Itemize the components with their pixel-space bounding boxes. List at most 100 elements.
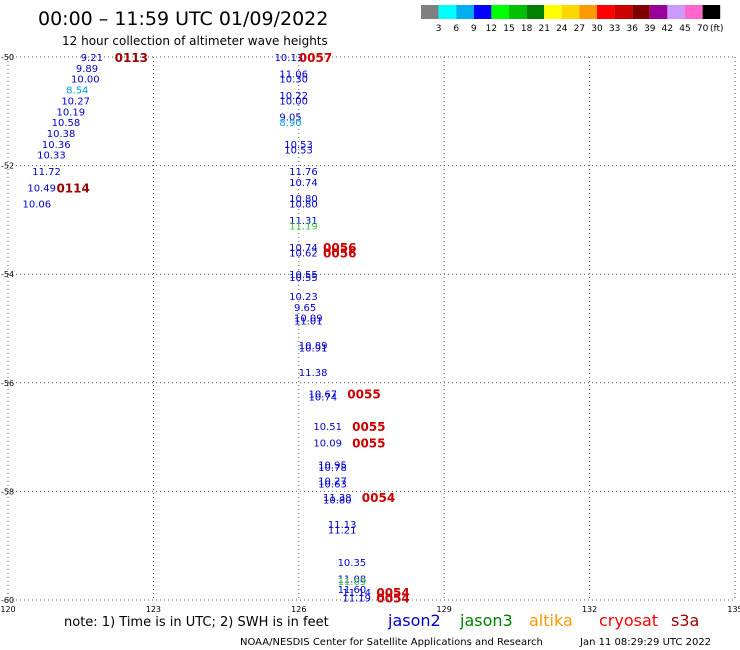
- wave-height-label: 10.36: [42, 140, 71, 151]
- color-scale-tick: 9: [471, 24, 477, 34]
- credit-text: NOAA/NESDIS Center for Satellite Applica…: [240, 637, 543, 648]
- y-tick-label: -50: [1, 53, 14, 62]
- x-tick-label: 132: [582, 605, 597, 614]
- wave-height-label: 11.03: [338, 577, 367, 588]
- wave-height-label: 10.30: [279, 75, 308, 86]
- timestamp-text: Jan 11 08:29:29 UTC 2022: [579, 637, 711, 648]
- wave-height-label: 8.54: [66, 86, 88, 97]
- wave-height-label: 10.22: [279, 91, 308, 102]
- footnote: note: 1) Time is in UTC; 2) SWH is in fe…: [64, 615, 329, 630]
- wave-height-label: 10.27: [318, 477, 347, 488]
- color-scale-tick: 39: [644, 24, 656, 34]
- color-scale-tick: 45: [679, 24, 690, 34]
- x-tick-label: 126: [291, 605, 306, 614]
- track-time-label: 0113: [115, 51, 148, 65]
- satellite-legend-item: cryosat: [599, 611, 658, 630]
- wave-height-label: 10.06: [23, 200, 52, 211]
- color-swatch: [456, 5, 474, 19]
- track-time-label: 0055: [352, 420, 385, 434]
- wave-height-label: 10.58: [52, 118, 81, 129]
- color-scale-tick: 70: [697, 24, 709, 34]
- y-tick-label: -56: [1, 379, 14, 388]
- wave-height-label: 10.74: [289, 178, 318, 189]
- x-tick-label: 135: [727, 605, 740, 614]
- color-swatch: [438, 5, 457, 19]
- satellite-legend-item: jason2: [387, 611, 441, 630]
- track-time-label: 0054: [376, 586, 409, 600]
- wave-height-label: 10.09: [294, 314, 323, 325]
- track-time-label: 0057: [299, 51, 332, 65]
- y-tick-label: -54: [1, 270, 14, 279]
- color-swatch: [702, 5, 721, 19]
- color-swatch: [579, 5, 597, 19]
- wave-height-label: 10.78: [318, 463, 347, 474]
- wave-height-label: 11.06: [279, 69, 308, 80]
- wave-height-label: 10.19: [56, 107, 85, 118]
- satellite-legend-item: s3a: [671, 611, 699, 630]
- wave-height-label: 10.95: [318, 460, 347, 471]
- color-scale-tick: 3: [436, 24, 442, 34]
- wave-height-label: 10.62: [289, 248, 318, 259]
- color-scale-ticks: 3 6 9 12 15 18 21 24 27 30 33 36 39 42 45 70: [436, 24, 709, 34]
- color-scale-tick: 42: [662, 24, 673, 34]
- wave-height-label: 10.55: [289, 270, 318, 281]
- y-tick-label: -52: [1, 162, 14, 171]
- wave-height-label: 10.80: [323, 496, 352, 507]
- color-swatch: [632, 5, 650, 19]
- wave-height-label: 10.74: [308, 392, 337, 403]
- y-tick-label: -60: [1, 596, 14, 605]
- track-time-label: 0056: [323, 246, 356, 260]
- color-swatch: [509, 5, 527, 19]
- satellite-legend-item: altika: [529, 611, 573, 630]
- color-swatch: [597, 5, 615, 19]
- color-scale-tick: 24: [556, 24, 568, 34]
- track-time-label: 0054: [362, 491, 395, 505]
- track-time-label: 0055: [352, 437, 385, 451]
- wave-height-label: 10.80: [289, 194, 318, 205]
- track-time-label: 0055: [347, 388, 380, 402]
- color-scale-legend: [421, 5, 721, 19]
- wave-height-label: 11.60: [338, 585, 367, 596]
- wave-height-label: 10.63: [318, 479, 347, 490]
- wave-height-label: 10.35: [338, 558, 367, 569]
- wave-height-label: 10.67: [308, 390, 337, 401]
- wave-height-label: 10.23: [289, 292, 318, 303]
- x-tick-label: 129: [437, 605, 452, 614]
- chart-title: 00:00 – 11:59 UTC 01/09/2022: [38, 8, 328, 30]
- y-axis-ticks: -50 -52 -54 -56 -58 -60: [1, 53, 14, 605]
- color-scale-tick: 6: [453, 24, 459, 34]
- color-scale-tick: 30: [591, 24, 603, 34]
- track-time-label: 0054: [376, 591, 409, 605]
- color-swatch: [544, 5, 562, 19]
- wave-height-label: 11.38: [299, 368, 328, 379]
- color-swatch: [649, 5, 668, 19]
- wave-height-label: 10.55: [289, 273, 318, 284]
- color-swatch: [614, 5, 633, 19]
- wave-height-label: 10.89: [299, 341, 328, 352]
- track-time-label: 0056: [323, 241, 356, 255]
- color-swatch: [491, 5, 509, 19]
- wave-height-label: 9.21: [81, 53, 103, 64]
- color-scale-tick: 18: [521, 24, 533, 34]
- color-swatch: [685, 5, 703, 19]
- wave-height-label: 9.89: [76, 64, 98, 75]
- wave-height-label: 10.49: [27, 183, 56, 194]
- wave-height-label: 10.91: [299, 344, 328, 355]
- wave-height-label: 10.09: [313, 439, 342, 450]
- wave-height-label: 11.76: [289, 167, 318, 178]
- y-tick-label: -58: [1, 487, 14, 496]
- color-swatch: [561, 5, 580, 19]
- wave-height-label: 11.08: [338, 574, 367, 585]
- wave-height-label: 10.74: [289, 243, 318, 254]
- wave-height-label: 10.13: [275, 53, 304, 64]
- satellite-legend: jason2 jason3 altika cryosat s3a: [387, 611, 699, 630]
- color-scale-tick: 15: [503, 24, 514, 34]
- color-swatch: [473, 5, 492, 19]
- wave-height-label: 9.05: [279, 113, 301, 124]
- wave-height-label: 11.21: [328, 525, 357, 536]
- wave-height-label: 10.53: [284, 145, 313, 156]
- wave-height-label: 11.13: [328, 520, 357, 531]
- wave-height-label: 10.53: [284, 140, 313, 151]
- wave-height-label: 10.00: [279, 96, 308, 107]
- wave-height-points: 9.219.8910.008.5410.2710.1910.5810.3810.…: [23, 53, 372, 604]
